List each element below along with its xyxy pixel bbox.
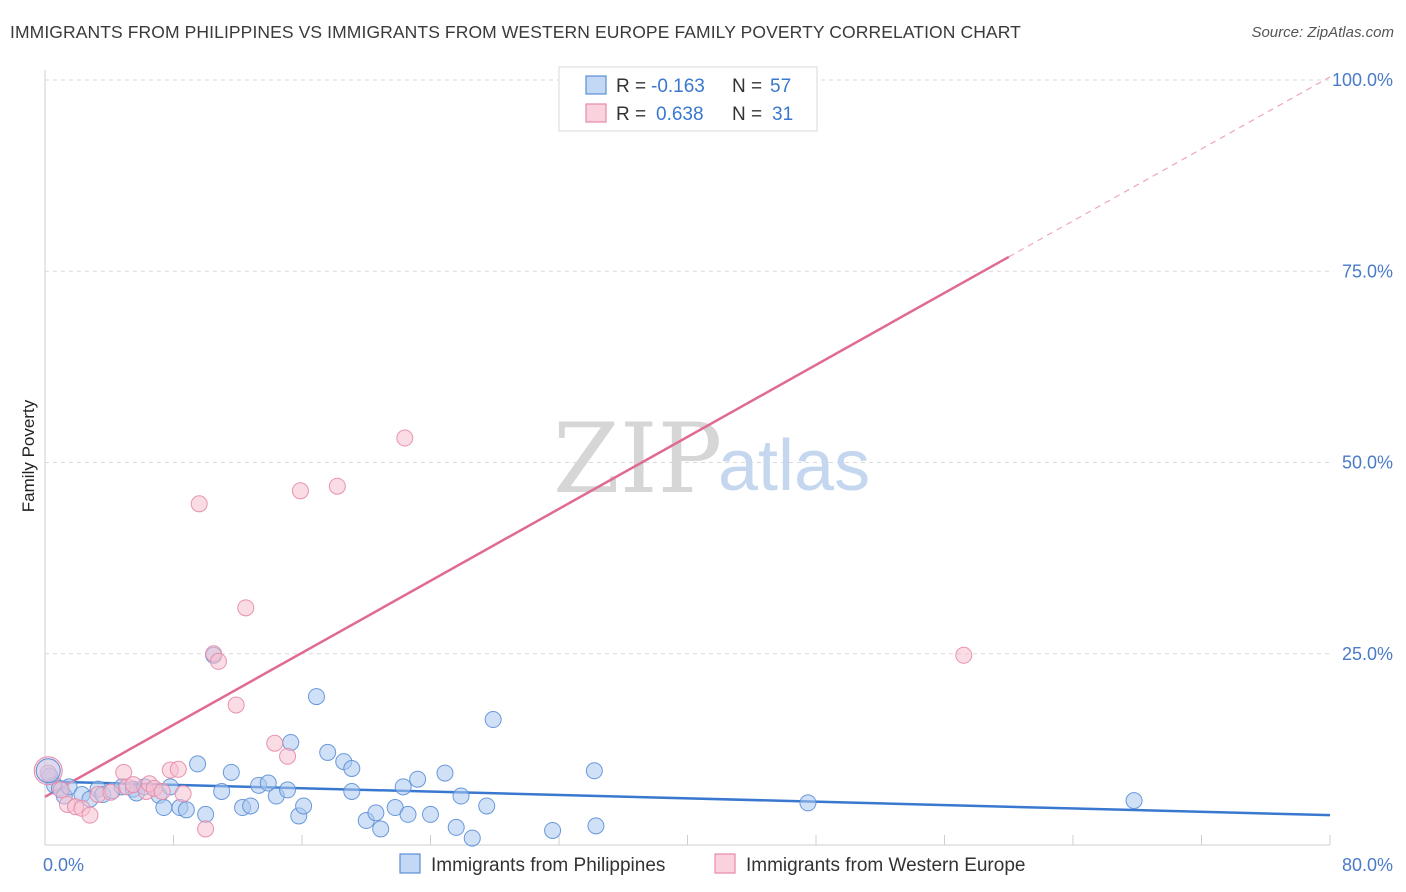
philippines-point-30	[282, 733, 300, 751]
western-europe-point-23	[237, 599, 255, 617]
legend-r-value-2: 0.638	[656, 104, 704, 125]
western-europe-point-24	[266, 734, 284, 752]
philippines-point-48	[452, 787, 470, 805]
gridlines	[45, 79, 1330, 655]
legend-n-value-2: 31	[772, 104, 793, 125]
watermark-atlas: atlas	[718, 426, 870, 506]
philippines-point-33	[307, 688, 325, 706]
legend: R = -0.163 N = 57 R = 0.638 N = 31	[558, 66, 818, 132]
western-europe-point-16	[169, 760, 187, 778]
legend-n-label-2: N =	[732, 104, 762, 125]
western-europe-point-14	[153, 782, 171, 800]
y-tick-label-3: 100.0%	[1332, 70, 1393, 90]
chart-title: IMMIGRANTS FROM PHILIPPINES VS IMMIGRANT…	[10, 22, 1021, 42]
philippines-point-25	[242, 797, 260, 815]
philippines-point-39	[367, 804, 385, 822]
philippines-point-45	[422, 805, 439, 823]
philippines-point-34	[319, 743, 337, 761]
philippines-point-51	[484, 711, 502, 729]
western-europe-trendline	[44, 255, 1010, 798]
y-tick-label-0: 25.0%	[1342, 644, 1393, 664]
philippines-point-18	[177, 801, 195, 819]
philippines-point-46	[436, 764, 454, 782]
x-tick-labels: 0.0% 80.0%	[43, 855, 1393, 875]
legend-r-label-1: R =	[616, 76, 646, 97]
philippines-point-27	[259, 774, 277, 792]
legend-n-label-1: N =	[732, 76, 762, 97]
western-europe-point-7	[102, 783, 120, 801]
x-tick-label-0: 0.0%	[43, 855, 84, 875]
western-europe-point-1	[52, 781, 70, 799]
philippines-point-43	[394, 778, 412, 796]
legend-r-label-2: R =	[616, 104, 646, 125]
philippines-point-22	[213, 782, 231, 800]
western-europe-point-0	[39, 764, 57, 782]
x-tick-label-1: 80.0%	[1342, 855, 1393, 875]
philippines-point-42	[399, 805, 417, 823]
philippines-cluster-point	[35, 758, 61, 784]
western-europe-point-29	[955, 646, 973, 664]
western-europe-cluster-point	[33, 756, 63, 786]
bottom-legend-label-western-europe: Immigrants from Western Europe	[746, 855, 1025, 876]
philippines-point-20	[197, 805, 215, 823]
philippines-point-44	[409, 770, 427, 788]
bottom-legend-swatch-pink	[714, 853, 736, 874]
legend-swatch-blue	[585, 75, 607, 95]
western-europe-point-19	[197, 820, 215, 838]
bottom-legend-swatch-blue	[399, 853, 421, 874]
western-europe-point-27	[328, 477, 346, 495]
philippines-point-47	[447, 818, 465, 836]
y-tick-label-2: 75.0%	[1342, 261, 1393, 281]
philippines-point-32	[295, 797, 313, 815]
philippines-point-54	[587, 817, 605, 835]
western-europe-point-28	[396, 429, 414, 447]
western-europe-point-17	[174, 785, 192, 803]
legend-swatch-pink	[585, 103, 607, 123]
western-europe-point-21	[209, 652, 227, 670]
y-tick-labels: 25.0% 50.0% 75.0% 100.0%	[1332, 70, 1393, 664]
y-tick-label-1: 50.0%	[1342, 453, 1393, 473]
philippines-point-53	[585, 762, 603, 780]
philippines-point-52	[544, 821, 562, 839]
legend-r-value-1: -0.163	[651, 76, 705, 97]
data-points	[33, 69, 1143, 847]
western-europe-point-5	[81, 806, 99, 824]
western-europe-point-18	[190, 495, 208, 513]
western-europe-point-25	[279, 747, 297, 765]
philippines-point-40	[372, 820, 390, 838]
western-europe-point-26	[291, 482, 309, 500]
legend-n-value-1: 57	[770, 76, 791, 97]
philippines-point-56	[1125, 792, 1143, 810]
western-europe-trendline-extension	[1008, 76, 1331, 258]
philippines-point-36	[343, 760, 361, 777]
bottom-legend-label-philippines: Immigrants from Philippines	[431, 855, 665, 876]
philippines-point-49	[463, 829, 481, 847]
y-axis-label: Family Poverty	[19, 399, 38, 512]
philippines-point-19	[189, 755, 207, 773]
axes	[44, 70, 1331, 846]
philippines-point-55	[799, 794, 817, 812]
watermark: ZIP atlas	[553, 403, 870, 515]
philippines-point-29	[279, 781, 297, 799]
western-europe-point-22	[227, 696, 245, 714]
philippines-point-23	[222, 763, 240, 781]
bottom-legend: Immigrants from Philippines Immigrants f…	[399, 853, 1025, 876]
philippines-point-15	[155, 799, 173, 817]
philippines-point-50	[478, 797, 496, 815]
philippines-point-37	[343, 782, 361, 800]
source-credit: Source: ZipAtlas.com	[1251, 24, 1394, 41]
